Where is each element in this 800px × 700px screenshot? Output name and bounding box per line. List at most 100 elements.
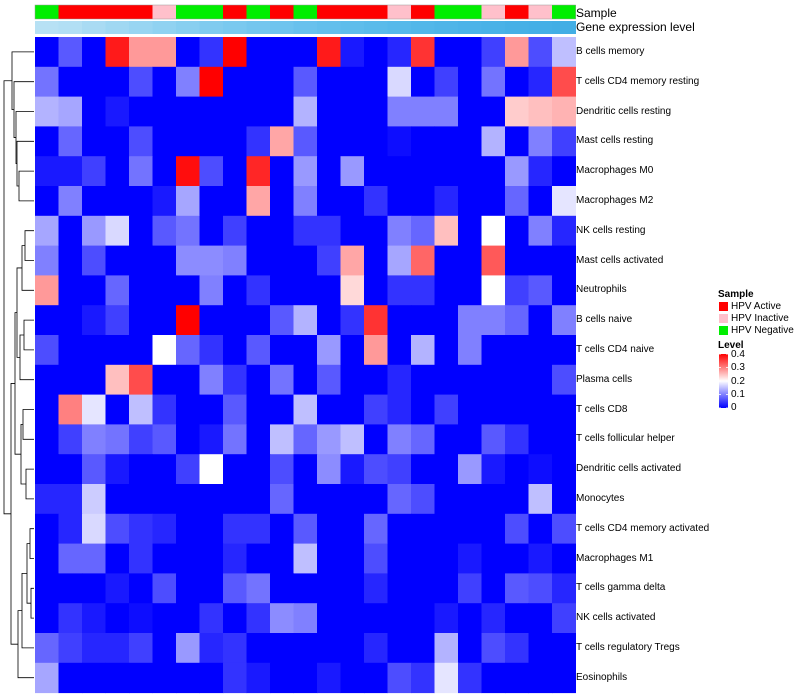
cell-r12-c10 xyxy=(270,394,294,425)
cell-r4-c10 xyxy=(270,156,294,187)
cell-r9-c12 xyxy=(317,305,341,336)
cell-r19-c16 xyxy=(411,603,435,634)
cell-r19-c3 xyxy=(105,603,130,634)
cell-r16-c15 xyxy=(387,513,412,545)
legend-level-gradient xyxy=(719,354,728,408)
cell-r11-c17 xyxy=(434,364,459,396)
cell-r20-c12 xyxy=(317,633,341,664)
cell-r19-c19 xyxy=(481,603,506,634)
cell-r20-c14 xyxy=(364,633,388,664)
cell-r3-c14 xyxy=(364,126,388,157)
cell-r21-c13 xyxy=(340,662,365,694)
cell-r5-c0 xyxy=(35,186,59,217)
cell-r7-c22 xyxy=(552,245,576,276)
cell-r21-c21 xyxy=(528,662,553,694)
cell-r15-c11 xyxy=(293,484,318,515)
track-label-expression: Gene expression level xyxy=(576,20,695,34)
cell-r14-c21 xyxy=(528,454,553,485)
cell-r10-c18 xyxy=(458,335,482,366)
cell-r19-c7 xyxy=(199,603,224,634)
cell-r14-c15 xyxy=(387,454,412,485)
cell-r2-c5 xyxy=(152,96,177,127)
cell-r6-c12 xyxy=(317,215,341,247)
cell-r13-c9 xyxy=(246,424,271,455)
dendrogram-branch xyxy=(19,334,34,381)
cell-r5-c13 xyxy=(340,186,365,217)
cell-r20-c1 xyxy=(58,633,83,664)
cell-r11-c18 xyxy=(458,364,482,396)
cell-r11-c13 xyxy=(340,364,365,396)
cell-r21-c0 xyxy=(35,662,59,694)
cell-r20-c10 xyxy=(270,633,294,664)
cell-r11-c16 xyxy=(411,364,435,396)
expression-annotation-cell-18 xyxy=(458,21,482,34)
cell-r0-c18 xyxy=(458,37,482,68)
cell-r16-c17 xyxy=(434,513,459,545)
cell-r0-c14 xyxy=(364,37,388,68)
cell-r5-c7 xyxy=(199,186,224,217)
cell-r2-c2 xyxy=(82,96,106,127)
cell-r18-c21 xyxy=(528,573,553,604)
cell-r1-c20 xyxy=(505,66,529,98)
cell-r0-c19 xyxy=(481,37,506,68)
expression-annotation-cell-14 xyxy=(364,21,388,34)
sample-annotation-cell-6 xyxy=(176,5,200,19)
expression-annotation-track xyxy=(35,21,576,34)
cell-r5-c20 xyxy=(505,186,529,217)
track-label-sample: Sample xyxy=(576,6,617,20)
cell-r6-c10 xyxy=(270,215,294,247)
cell-r17-c19 xyxy=(481,543,506,574)
cell-r0-c1 xyxy=(58,37,83,68)
sample-annotation-cell-2 xyxy=(82,5,106,19)
row-label: B cells memory xyxy=(576,45,645,57)
cell-r2-c6 xyxy=(176,96,200,127)
cell-r4-c22 xyxy=(552,156,576,187)
cell-r3-c1 xyxy=(58,126,83,157)
row-label: T cells gamma delta xyxy=(576,582,666,594)
cell-r13-c6 xyxy=(176,424,200,455)
cell-r10-c0 xyxy=(35,335,59,366)
cell-r21-c17 xyxy=(434,662,459,694)
expression-annotation-cell-3 xyxy=(105,21,130,34)
cell-r9-c13 xyxy=(340,305,365,336)
cell-r20-c7 xyxy=(199,633,224,664)
cell-r21-c5 xyxy=(152,662,177,694)
cell-r0-c7 xyxy=(199,37,224,68)
row-label: Eosinophils xyxy=(576,671,628,683)
cell-r11-c0 xyxy=(35,364,59,396)
cell-r6-c13 xyxy=(340,215,365,247)
cell-r21-c3 xyxy=(105,662,130,694)
cell-r9-c4 xyxy=(129,305,153,336)
cell-r6-c4 xyxy=(129,215,153,247)
cell-r2-c7 xyxy=(199,96,224,127)
row-label: T cells follicular helper xyxy=(576,433,675,445)
cell-r17-c13 xyxy=(340,543,365,574)
cell-r16-c10 xyxy=(270,513,294,545)
cell-r12-c7 xyxy=(199,394,224,425)
cell-r14-c0 xyxy=(35,454,59,485)
cell-r10-c15 xyxy=(387,335,412,366)
cell-r6-c20 xyxy=(505,215,529,247)
cell-r21-c6 xyxy=(176,662,200,694)
cell-r12-c0 xyxy=(35,394,59,425)
sample-annotation-cell-21 xyxy=(528,5,553,19)
legend-label-hpv-active: HPV Active xyxy=(731,301,782,312)
legend-sample-title: Sample xyxy=(718,289,754,300)
cell-r16-c21 xyxy=(528,513,553,545)
dendrogram-branch xyxy=(15,111,34,165)
cell-r3-c21 xyxy=(528,126,553,157)
cell-r1-c6 xyxy=(176,66,200,98)
cell-r9-c0 xyxy=(35,305,59,336)
cell-r21-c12 xyxy=(317,662,341,694)
cell-r15-c10 xyxy=(270,484,294,515)
dendrogram-branch xyxy=(30,587,34,619)
legend-level-tick-0: 0 xyxy=(731,402,737,413)
cell-r3-c10 xyxy=(270,126,294,157)
cell-r11-c20 xyxy=(505,364,529,396)
cell-r1-c4 xyxy=(129,66,153,98)
cell-r19-c1 xyxy=(58,603,83,634)
cell-r1-c14 xyxy=(364,66,388,98)
dendrogram-branch xyxy=(24,230,34,261)
legend-label-hpv-negative: HPV Negative xyxy=(731,325,794,336)
cell-r21-c10 xyxy=(270,662,294,694)
